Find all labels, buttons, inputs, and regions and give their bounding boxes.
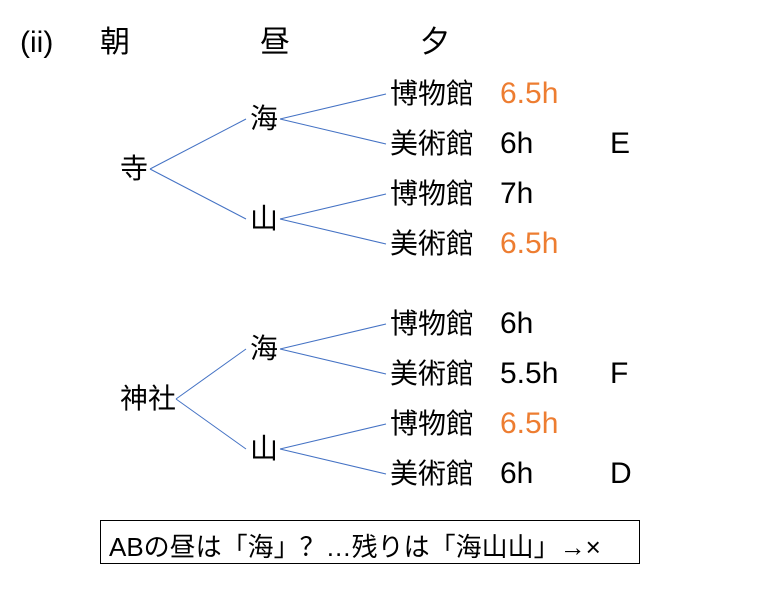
hours-label: 6.5h <box>500 409 558 439</box>
hours-label: 7h <box>500 179 533 209</box>
level2-node-b-mountain: 山 <box>250 435 278 463</box>
header-noon: 昼 <box>260 28 290 58</box>
level1-node-b: 神社 <box>120 385 176 413</box>
leaf-label: 美術館 <box>390 230 474 258</box>
level2-node-a-mountain: 山 <box>250 205 278 233</box>
level2-node-a-sea: 海 <box>250 105 278 133</box>
hours-label: 6h <box>500 459 533 489</box>
header-evening: 夕 <box>420 28 450 58</box>
leaf-label: 美術館 <box>390 130 474 158</box>
level1-node-a: 寺 <box>120 155 148 183</box>
hours-label: 5.5h <box>500 359 558 389</box>
tree-lines <box>0 0 757 595</box>
note-text: ABの昼は「海」？…残りは「海山山」→× <box>109 532 601 562</box>
hours-label: 6.5h <box>500 229 558 259</box>
hours-label: 6.5h <box>500 79 558 109</box>
leaf-label: 博物館 <box>390 180 474 208</box>
row-code: D <box>610 459 632 489</box>
index-label: (ii) <box>20 28 53 58</box>
leaf-label: 美術館 <box>390 360 474 388</box>
row-code: E <box>610 129 630 159</box>
leaf-label: 美術館 <box>390 460 474 488</box>
note-box: ABの昼は「海」？…残りは「海山山」→× <box>100 520 640 564</box>
header-morning: 朝 <box>100 28 130 58</box>
hours-label: 6h <box>500 309 533 339</box>
level2-node-b-sea: 海 <box>250 335 278 363</box>
diagram-stage: (ii) 朝 昼 夕 寺 神社 海 山 海 山 博物館 6.5h 美術館 6h E 博物館… <box>0 0 757 595</box>
leaf-label: 博物館 <box>390 80 474 108</box>
hours-label: 6h <box>500 129 533 159</box>
leaf-label: 博物館 <box>390 410 474 438</box>
row-code: F <box>610 359 628 389</box>
leaf-label: 博物館 <box>390 310 474 338</box>
